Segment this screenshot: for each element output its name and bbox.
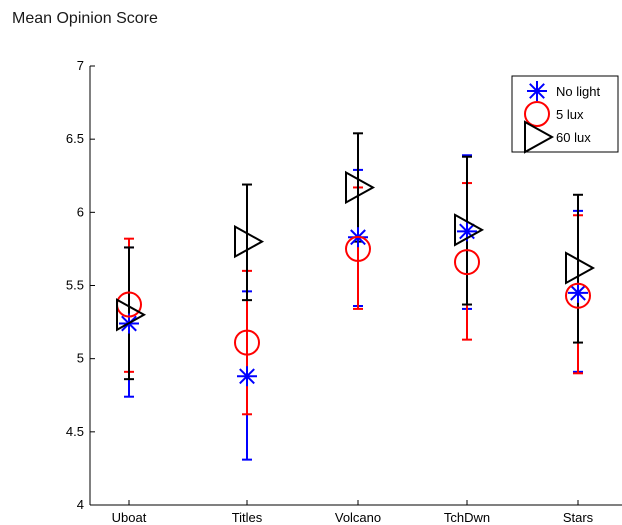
x-tick-label: Volcano — [335, 510, 381, 525]
data-point — [237, 366, 257, 387]
legend-marker — [527, 81, 547, 101]
x-tick-label: Titles — [232, 510, 263, 525]
y-tick-label: 4.5 — [66, 424, 84, 439]
legend-marker — [524, 101, 550, 127]
x-tick-label: Uboat — [112, 510, 147, 525]
legend-label: 60 lux — [556, 130, 591, 145]
legend-box — [511, 75, 619, 153]
error-bar — [242, 183, 252, 302]
x-tick-label: TchDwn — [444, 510, 490, 525]
data-point — [565, 282, 591, 309]
y-tick-label: 5.5 — [66, 278, 84, 293]
data-point — [345, 170, 376, 205]
x-tick-label: Stars — [563, 510, 594, 525]
legend-label: No light — [556, 84, 600, 99]
data-point — [568, 282, 588, 303]
legend: No light 5 lux 60 lux — [511, 75, 619, 154]
legend-marker — [524, 120, 555, 154]
data-point — [234, 329, 260, 356]
y-tick-label: 6.5 — [66, 131, 84, 146]
y-tick-label: 7 — [77, 58, 84, 73]
data-point — [454, 213, 485, 247]
data-point — [565, 251, 596, 285]
data-point — [345, 235, 371, 262]
chart-title: Mean Opinion Score — [12, 10, 158, 27]
axes: 4 4.5 5 5.5 6 6.5 7 Uboat Titles Volcano TchDwn Sta… — [66, 58, 622, 525]
legend-label: 5 lux — [556, 107, 584, 122]
y-tick-label: 5 — [77, 351, 84, 366]
y-tick-label: 4 — [77, 497, 84, 512]
error-bar — [573, 193, 583, 344]
error-bars — [124, 132, 583, 461]
data-point — [234, 224, 265, 259]
markers — [116, 170, 596, 387]
data-point — [454, 249, 480, 276]
error-bar — [124, 246, 134, 381]
data-point — [116, 298, 147, 332]
y-tick-label: 6 — [77, 204, 84, 219]
